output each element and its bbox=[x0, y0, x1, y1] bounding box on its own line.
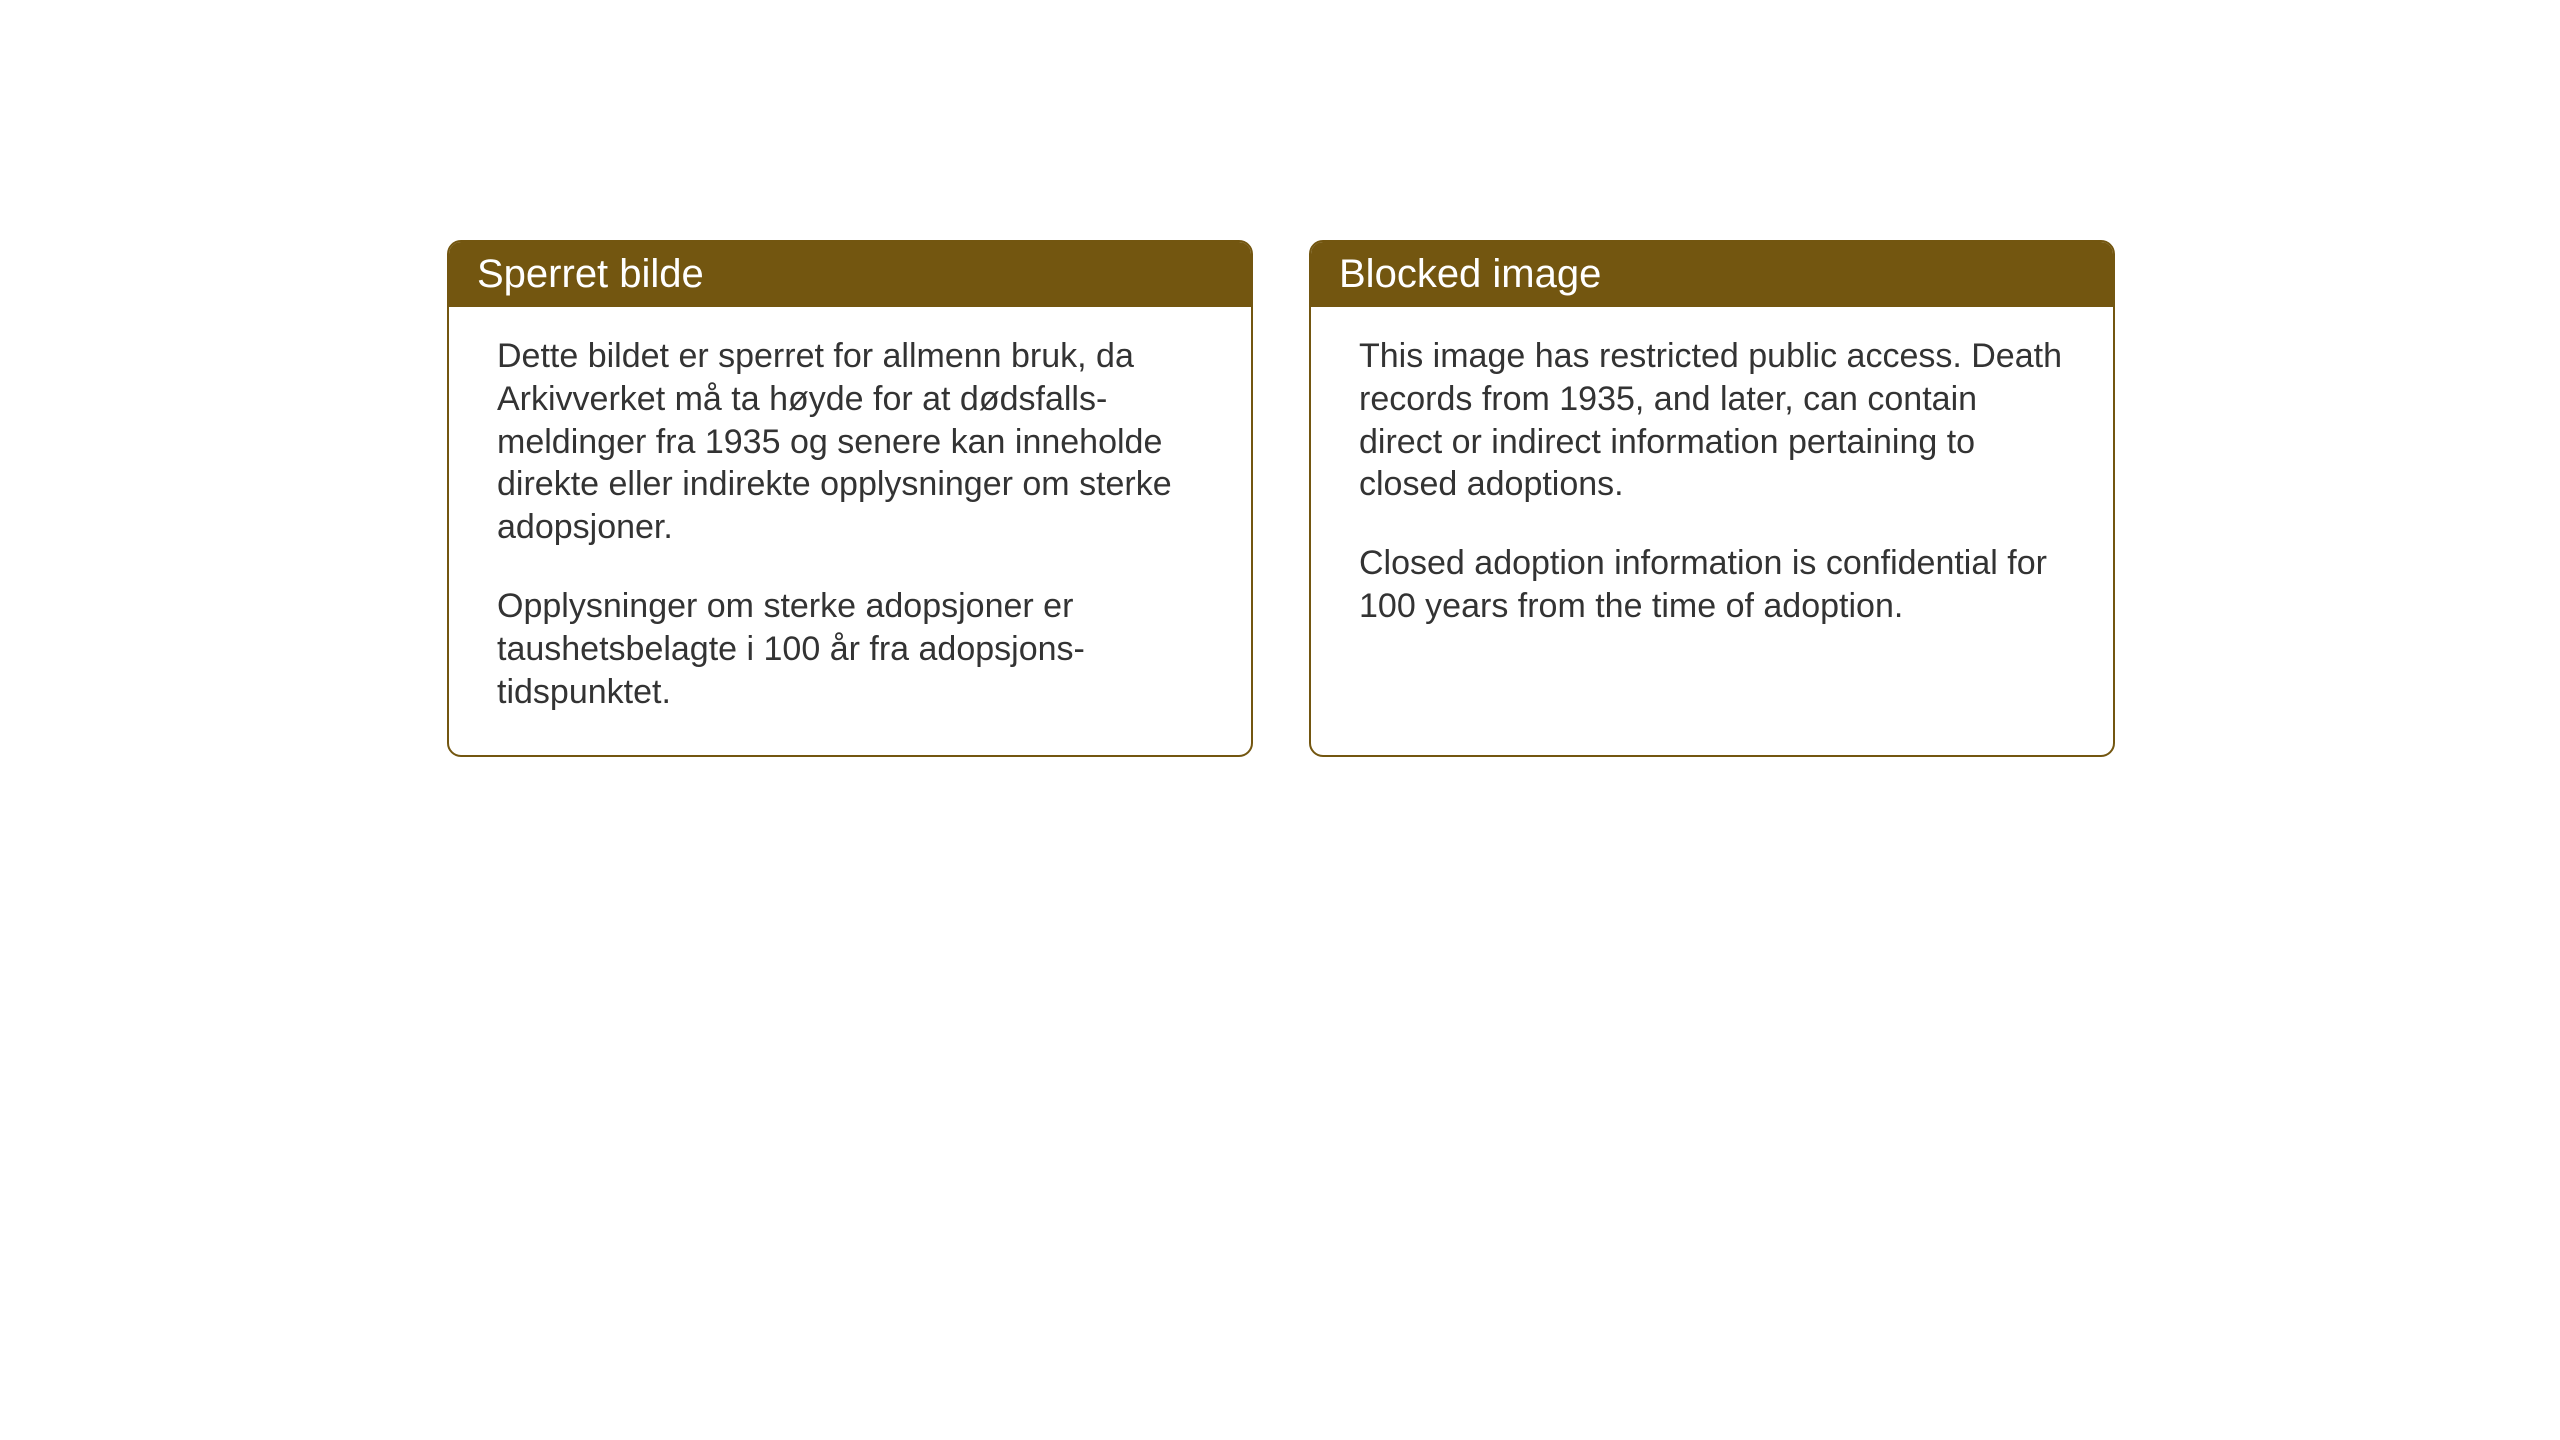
notice-container: Sperret bilde Dette bildet er sperret fo… bbox=[447, 240, 2115, 757]
notice-paragraph-1-english: This image has restricted public access.… bbox=[1359, 335, 2065, 506]
notice-body-english: This image has restricted public access.… bbox=[1311, 307, 2113, 755]
notice-card-header-english: Blocked image bbox=[1311, 242, 2113, 307]
notice-title-english: Blocked image bbox=[1339, 252, 1601, 296]
notice-card-header-norwegian: Sperret bilde bbox=[449, 242, 1251, 307]
notice-card-english: Blocked image This image has restricted … bbox=[1309, 240, 2115, 757]
notice-paragraph-2-english: Closed adoption information is confident… bbox=[1359, 542, 2065, 628]
notice-card-norwegian: Sperret bilde Dette bildet er sperret fo… bbox=[447, 240, 1253, 757]
notice-title-norwegian: Sperret bilde bbox=[477, 252, 704, 296]
notice-paragraph-1-norwegian: Dette bildet er sperret for allmenn bruk… bbox=[497, 335, 1203, 549]
notice-body-norwegian: Dette bildet er sperret for allmenn bruk… bbox=[449, 307, 1251, 755]
notice-paragraph-2-norwegian: Opplysninger om sterke adopsjoner er tau… bbox=[497, 585, 1203, 713]
